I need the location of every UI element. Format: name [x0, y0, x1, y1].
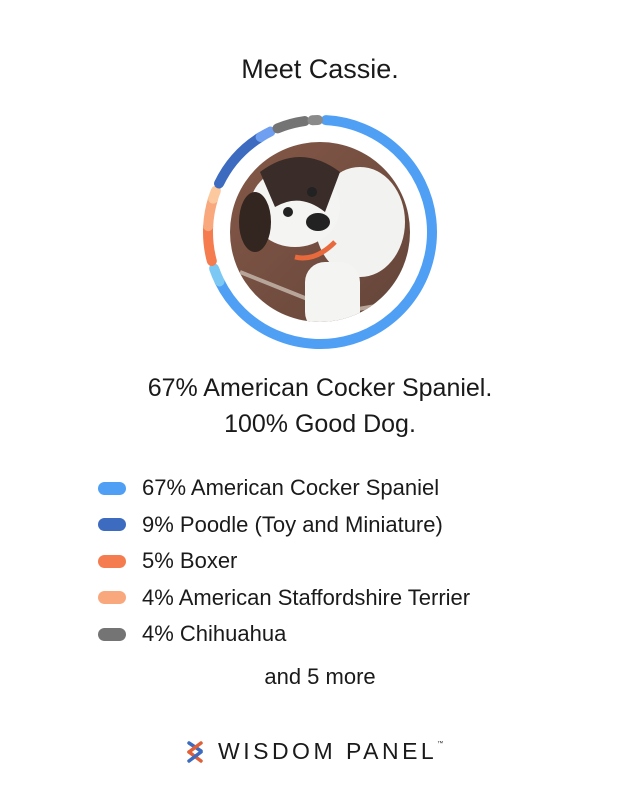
page-title: Meet Cassie. [241, 54, 399, 84]
legend-label: 9% Poodle (Toy and Miniature) [142, 511, 443, 537]
trademark: ™ [437, 741, 444, 747]
legend-item: 4% American Staffordshire Terrier [98, 580, 470, 617]
legend-label: 67% American Cocker Spaniel [142, 475, 440, 501]
headline-breed: 67% American Cocker Spaniel. [147, 374, 493, 402]
segment-american-cocker-spaniel [214, 115, 437, 349]
legend-item: 67% American Cocker Spaniel [98, 470, 470, 507]
legend-item: 9% Poodle (Toy and Miniature) [98, 507, 470, 544]
segment-other [209, 263, 225, 287]
legend-item: 4% Chihuahua [98, 616, 470, 653]
segment-boxer [203, 221, 217, 267]
legend-label: 4% American Staffordshire Terrier [142, 584, 471, 610]
legend-item: 5% Boxer [98, 543, 470, 580]
segment-chihuahua [272, 116, 310, 134]
wisdom-panel-logo-icon [187, 740, 203, 763]
dog-photo [230, 142, 410, 322]
legend-swatch [98, 627, 126, 641]
headline: 67% American Cocker Spaniel. 100% Good D… [0, 370, 640, 442]
wisdom-panel-logo: WISDOM PANEL ™ [186, 738, 443, 765]
more-breeds-link[interactable]: and 5 more [264, 664, 376, 689]
headline-good-dog: 100% Good Dog. [224, 410, 416, 438]
legend-swatch [98, 591, 126, 605]
legend-swatch [98, 554, 126, 568]
segment-other [208, 185, 221, 204]
legend-swatch [98, 518, 126, 532]
legend-label: 4% Chihuahua [142, 621, 287, 647]
breed-legend: 67% American Cocker Spaniel 9% Poodle (T… [98, 470, 470, 653]
legend-swatch [98, 481, 126, 495]
brand-name: WISDOM PANEL [218, 738, 438, 764]
breed-ring-chart [203, 115, 437, 349]
segment-poodle [214, 132, 266, 189]
segment-other [255, 126, 276, 143]
legend-label: 5% Boxer [142, 548, 238, 574]
